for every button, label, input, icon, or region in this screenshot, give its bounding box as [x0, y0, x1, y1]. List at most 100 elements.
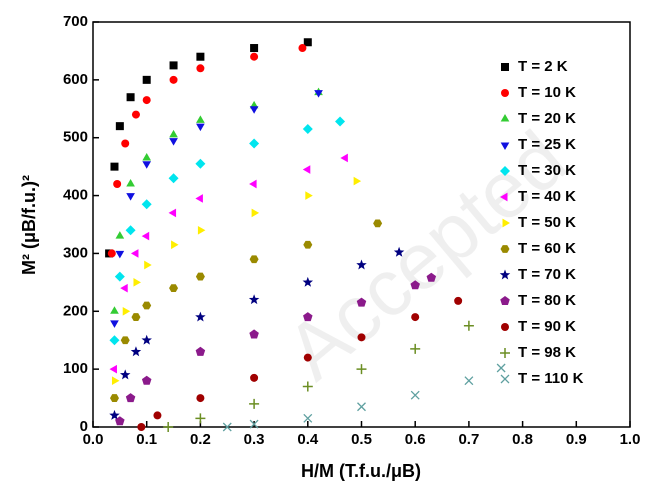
- data-point: [171, 240, 179, 250]
- data-point: [125, 393, 136, 403]
- legend-label: T = 10 K: [518, 84, 576, 101]
- data-point: [119, 369, 131, 380]
- legend-label: T = 50 K: [518, 214, 576, 231]
- data-point: [121, 139, 130, 148]
- legend-label: T = 60 K: [518, 240, 576, 257]
- legend-label: T = 98 K: [518, 344, 576, 361]
- data-point: [126, 93, 135, 102]
- data-point: [110, 320, 119, 328]
- y-tick-label: 500: [63, 129, 88, 146]
- legend-label: T = 40 K: [518, 188, 576, 205]
- legend-label: T = 110 K: [518, 370, 584, 387]
- data-point: [115, 250, 125, 259]
- legend-marker: [500, 296, 510, 306]
- data-point: [141, 375, 152, 385]
- data-point: [302, 276, 314, 287]
- data-point: [142, 152, 152, 161]
- data-point: [113, 180, 122, 188]
- data-point: [196, 394, 205, 403]
- data-point: [305, 191, 313, 200]
- data-point: [142, 96, 151, 105]
- data-point: [454, 296, 463, 305]
- legend-label: T = 70 K: [518, 266, 576, 283]
- x-tick-label: 0.7: [458, 431, 479, 448]
- data-point: [196, 52, 205, 61]
- legend-marker: [500, 192, 508, 202]
- data-point: [195, 272, 205, 281]
- legend-label: T = 2 K: [518, 58, 568, 75]
- data-point: [169, 138, 178, 146]
- data-point: [120, 283, 128, 293]
- data-point: [356, 259, 367, 270]
- y-tick-label: 700: [63, 13, 88, 30]
- data-point: [120, 336, 130, 345]
- data-point: [126, 179, 135, 187]
- x-tick-label: 0.3: [244, 431, 265, 448]
- y-tick-label: 100: [63, 360, 88, 377]
- data-point: [303, 413, 313, 423]
- legend-marker: [500, 348, 510, 358]
- data-point: [169, 61, 178, 70]
- data-point: [109, 364, 117, 374]
- y-tick-label: 400: [63, 187, 88, 204]
- data-point: [303, 312, 313, 322]
- data-point: [248, 294, 260, 305]
- legend-label: T = 90 K: [518, 318, 576, 335]
- data-point: [373, 219, 383, 228]
- data-point: [125, 225, 136, 236]
- data-point: [142, 161, 152, 169]
- data-point: [410, 343, 421, 354]
- data-point: [153, 411, 162, 420]
- data-point: [340, 153, 348, 163]
- legend-marker: [500, 166, 510, 176]
- data-point: [163, 422, 174, 432]
- data-point: [426, 272, 437, 282]
- x-tick-label: 0.8: [512, 431, 533, 448]
- data-point: [249, 138, 260, 149]
- data-point: [122, 306, 131, 316]
- data-point: [410, 390, 420, 400]
- x-tick-label: 0.2: [190, 431, 211, 448]
- data-point: [249, 255, 259, 264]
- data-point: [251, 208, 260, 218]
- legend-marker: [502, 218, 510, 228]
- data-point: [197, 225, 206, 235]
- data-point: [115, 416, 125, 426]
- data-point: [196, 64, 205, 73]
- data-point: [250, 44, 259, 53]
- data-point: [356, 364, 367, 375]
- data-point: [302, 124, 313, 135]
- data-point: [142, 75, 151, 84]
- data-point: [411, 313, 420, 322]
- y-tick-label: 200: [63, 302, 88, 319]
- data-point: [109, 335, 120, 346]
- legend-marker: [501, 63, 509, 71]
- data-point: [195, 194, 203, 203]
- legend-marker: [500, 114, 510, 122]
- data-point: [109, 409, 120, 420]
- legend-marker: [501, 89, 509, 97]
- data-point: [222, 422, 232, 432]
- data-point: [353, 176, 362, 186]
- data-point: [131, 110, 140, 119]
- data-point: [131, 313, 141, 321]
- legend-marker: [500, 245, 510, 253]
- x-axis-label: H/M (T.f.u./μB): [301, 461, 421, 481]
- data-point: [357, 402, 366, 412]
- x-tick-label: 0.6: [405, 431, 426, 448]
- data-point: [115, 122, 124, 131]
- y-tick-label: 0: [80, 418, 88, 435]
- legend-marker: [499, 269, 511, 280]
- data-point: [249, 179, 257, 189]
- data-point: [144, 260, 152, 270]
- data-point: [496, 363, 506, 373]
- data-point: [249, 419, 259, 429]
- y-tick-label: 300: [63, 244, 88, 261]
- data-point: [195, 413, 206, 424]
- data-point: [356, 297, 367, 307]
- data-point: [107, 249, 116, 258]
- data-point: [250, 373, 259, 382]
- legend-label: T = 30 K: [518, 162, 576, 179]
- data-point: [115, 231, 125, 239]
- data-point: [249, 106, 259, 114]
